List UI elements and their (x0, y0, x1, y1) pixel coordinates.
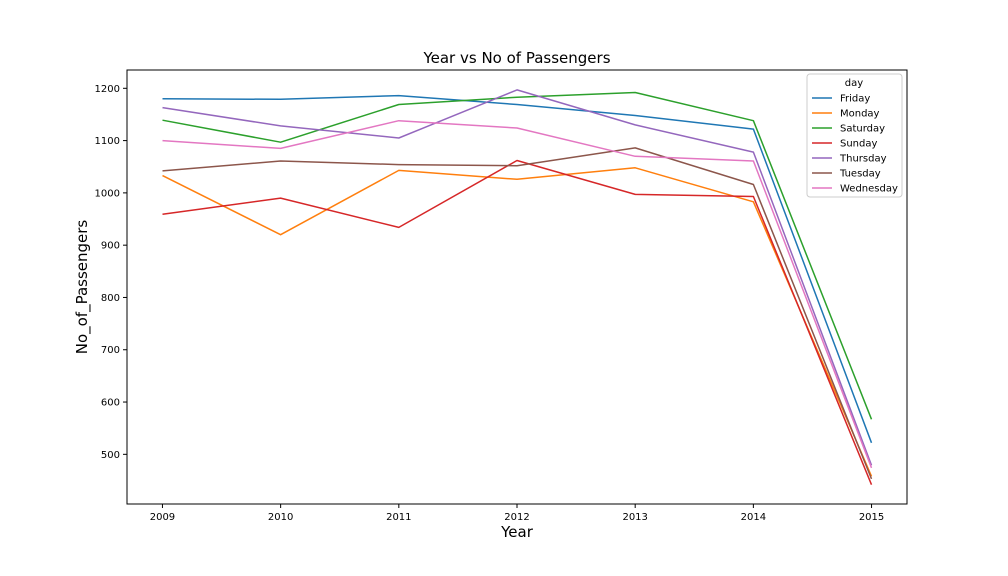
y-axis-title: No_of_Passengers (73, 220, 92, 355)
y-tick-label: 800 (101, 293, 120, 304)
series-line-thursday (162, 89, 873, 466)
series-line-friday (162, 94, 873, 444)
x-axis: 2009 2010 2011 2012 2013 2014 2015 (150, 504, 884, 523)
chart-title: Year vs No of Passengers (422, 49, 610, 67)
y-tick-label: 500 (101, 450, 120, 461)
y-tick-label: 1100 (95, 136, 120, 147)
legend-label-friday: Friday (840, 94, 870, 105)
series-line-saturday (162, 91, 873, 420)
legend-label-saturday: Saturday (840, 124, 885, 135)
series-lines (162, 89, 873, 485)
legend-label-wednesday: Wednesday (840, 184, 898, 195)
series-line-monday (162, 167, 873, 477)
x-tick-label: 2010 (268, 512, 293, 523)
legend-label-sunday: Sunday (840, 139, 877, 150)
legend-label-thursday: Thursday (839, 154, 887, 165)
series-line-tuesday (162, 147, 873, 480)
y-tick-label: 900 (101, 241, 120, 252)
x-tick-label: 2009 (150, 512, 175, 523)
y-axis: 500 600 700 800 900 1000 1100 1200 (95, 84, 127, 461)
y-tick-label: 1200 (95, 84, 120, 95)
legend: day Friday Monday Saturday Sunday Thursday Tu… (806, 73, 903, 198)
legend-box (806, 73, 903, 198)
y-tick-label: 600 (101, 398, 120, 409)
y-tick-label: 700 (101, 345, 120, 356)
legend-label-tuesday: Tuesday (839, 169, 881, 180)
legend-label-monday: Monday (840, 109, 880, 120)
x-axis-title: Year (500, 523, 534, 541)
legend-entries: Friday Monday Saturday Sunday Thursday Tuesda… (812, 94, 898, 195)
x-tick-label: 2013 (622, 512, 647, 523)
legend-title: day (845, 78, 863, 89)
y-tick-label: 1000 (95, 188, 120, 199)
x-tick-label: 2015 (859, 512, 884, 523)
series-line-sunday (162, 159, 873, 485)
series-line-wednesday (162, 119, 873, 469)
x-tick-label: 2014 (741, 512, 766, 523)
x-tick-label: 2011 (386, 512, 411, 523)
x-tick-label: 2012 (504, 512, 529, 523)
